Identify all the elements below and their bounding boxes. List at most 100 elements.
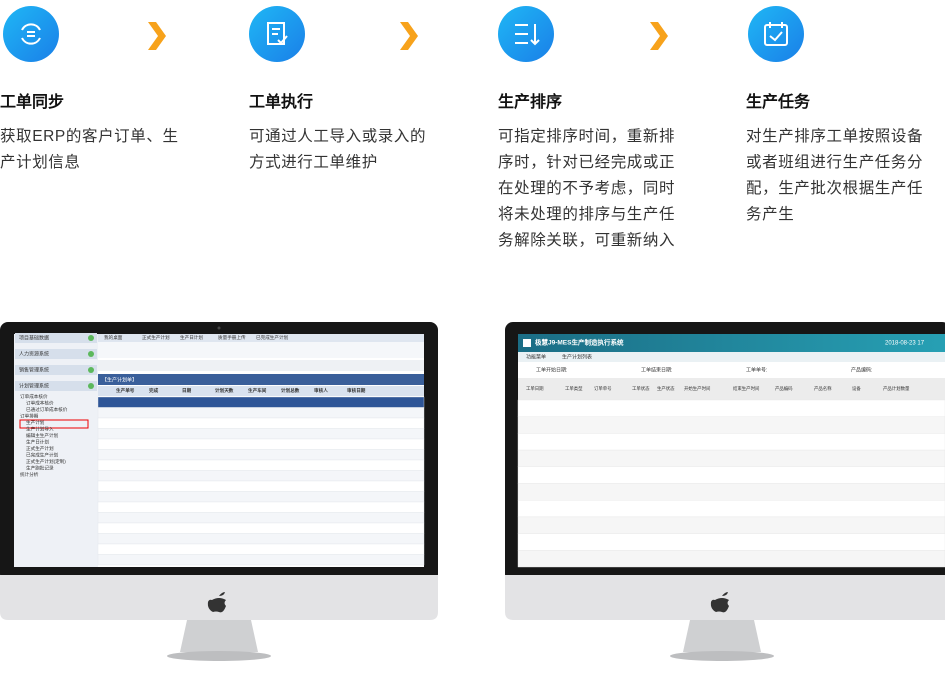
- table-row: [97, 491, 425, 503]
- column-header: 工单类型: [565, 385, 583, 392]
- table-row: [97, 428, 425, 440]
- column-header: 订单单号: [594, 385, 612, 392]
- step-description: 在处理的不予考虑，同时: [498, 179, 675, 197]
- table-row: [517, 416, 945, 434]
- column-header: 生产车间: [248, 387, 267, 394]
- menu-item: 销售管理系统: [19, 366, 49, 373]
- table-row: [97, 396, 425, 408]
- table-row: [517, 399, 945, 417]
- step-description: 产计划信息: [0, 153, 81, 171]
- step-description: 务解除关联，可重新纳入: [498, 231, 675, 249]
- step-description: 序时，针对已经完成或正: [498, 153, 675, 171]
- table-row: [97, 480, 425, 492]
- menu-item: 项目基础数据: [19, 334, 49, 341]
- table-row: [517, 533, 945, 551]
- menu-bg: [15, 333, 97, 343]
- menu-dot: [88, 335, 94, 341]
- icons: [3, 6, 804, 62]
- filter-label: 工单单号:: [746, 366, 767, 373]
- table-row: [97, 470, 425, 482]
- logo: [523, 339, 531, 347]
- tree-item: 已通过订单成本核价: [26, 406, 68, 413]
- menu-dot: [88, 351, 94, 357]
- column-header: 工单状态: [632, 385, 650, 392]
- table-row: [517, 466, 945, 484]
- tab: 我的桌面: [104, 334, 123, 341]
- step-title: 工单同步: [0, 92, 64, 111]
- tree-item: 生产跑批记录: [26, 465, 54, 472]
- tree-item: 统计分析: [20, 471, 39, 478]
- table-row: [97, 543, 425, 555]
- step-title: 生产排序: [498, 92, 562, 111]
- table-row: [517, 500, 945, 518]
- tree-item: 编辑主生产计划: [26, 432, 59, 439]
- table-title: 【生产计划单】: [102, 376, 137, 383]
- column-header: 产品名称: [814, 385, 832, 392]
- tab: 质量手册上传: [218, 334, 246, 341]
- tree-item: 订单排期: [20, 413, 39, 420]
- step-description: 可指定排序时间，重新排: [498, 127, 675, 145]
- menu-dot: [88, 383, 94, 389]
- column-header: 计划天数: [215, 387, 234, 394]
- column-header: 生产单号: [116, 387, 135, 394]
- app-title: 极慧J9-MES生产制造执行系统: [535, 338, 624, 347]
- table-row: [517, 449, 945, 468]
- column-header: 完成: [148, 387, 159, 394]
- table-row: [97, 554, 425, 566]
- menu-dot: [88, 367, 94, 373]
- tab: 正式生产计划: [142, 334, 170, 341]
- step-description: 配，生产批次根据生产任: [746, 179, 923, 197]
- filter-label: 工单开始日期:: [536, 366, 567, 373]
- table-row: [97, 407, 425, 419]
- table-row: [97, 417, 425, 429]
- menu-bg: [15, 349, 97, 359]
- column-header: 审核日期: [347, 387, 366, 394]
- menu-bg: [15, 381, 97, 391]
- step-description: 对生产排序工单按照设备: [746, 127, 923, 145]
- tree-item: 正式生产计划(定制): [26, 458, 66, 465]
- tree-item: 生产计划导入: [26, 426, 54, 433]
- table-row: [517, 483, 945, 501]
- tree-item: 生产日计划: [26, 439, 49, 446]
- column-header: 计划总数: [281, 387, 300, 394]
- column-header: 生产状态: [657, 385, 675, 392]
- tab: 生产日计划: [180, 334, 203, 341]
- tab: 已完成生产计划: [256, 334, 289, 341]
- step-description: 务产生: [746, 205, 794, 223]
- table-row: [97, 459, 425, 471]
- step-description: 将未处理的排序与生产任: [498, 205, 675, 223]
- column-header: 产品计划数量: [883, 385, 910, 392]
- tree-item: 已完成生产计划: [26, 452, 59, 459]
- step-title: 工单执行: [249, 92, 313, 111]
- menu-item: 计划管理系统: [19, 382, 49, 389]
- datetime: 2018-08-23 17: [885, 341, 925, 347]
- tree-item: 订单成本核价: [20, 393, 48, 400]
- table-row: [97, 512, 425, 524]
- column-header: 审核人: [314, 387, 328, 394]
- table-row: [517, 550, 945, 568]
- table-row: [97, 522, 425, 534]
- table-row: [517, 516, 945, 534]
- tab: 功能菜单: [526, 353, 546, 360]
- filter-label: 工单结束日期:: [641, 366, 672, 373]
- table-row: [517, 433, 945, 451]
- step-description: 方式进行工单维护: [249, 153, 378, 171]
- filter-label: 产品编码:: [851, 366, 872, 373]
- table-row: [97, 533, 425, 545]
- menu-item: 人力资源系统: [19, 350, 49, 357]
- tree-item: 生产计划: [26, 419, 45, 426]
- chevrons: [148, 22, 668, 50]
- column-header: 设备: [852, 385, 861, 392]
- step-description: 可通过人工导入或录入的: [249, 127, 426, 145]
- tree-item: 订单成本核价: [26, 400, 54, 407]
- column-header: 开始生产时间: [684, 385, 710, 392]
- column-header: 结束生产时间: [733, 385, 759, 392]
- tree-item: 正式生产计划: [26, 445, 54, 452]
- column-header: 工单日期: [526, 385, 544, 392]
- step-description: 或者班组进行生产任务分: [746, 153, 923, 171]
- table-row: [97, 438, 425, 450]
- table-row: [97, 501, 425, 513]
- column-header: 产品编码: [775, 385, 793, 392]
- table-row: [97, 449, 425, 461]
